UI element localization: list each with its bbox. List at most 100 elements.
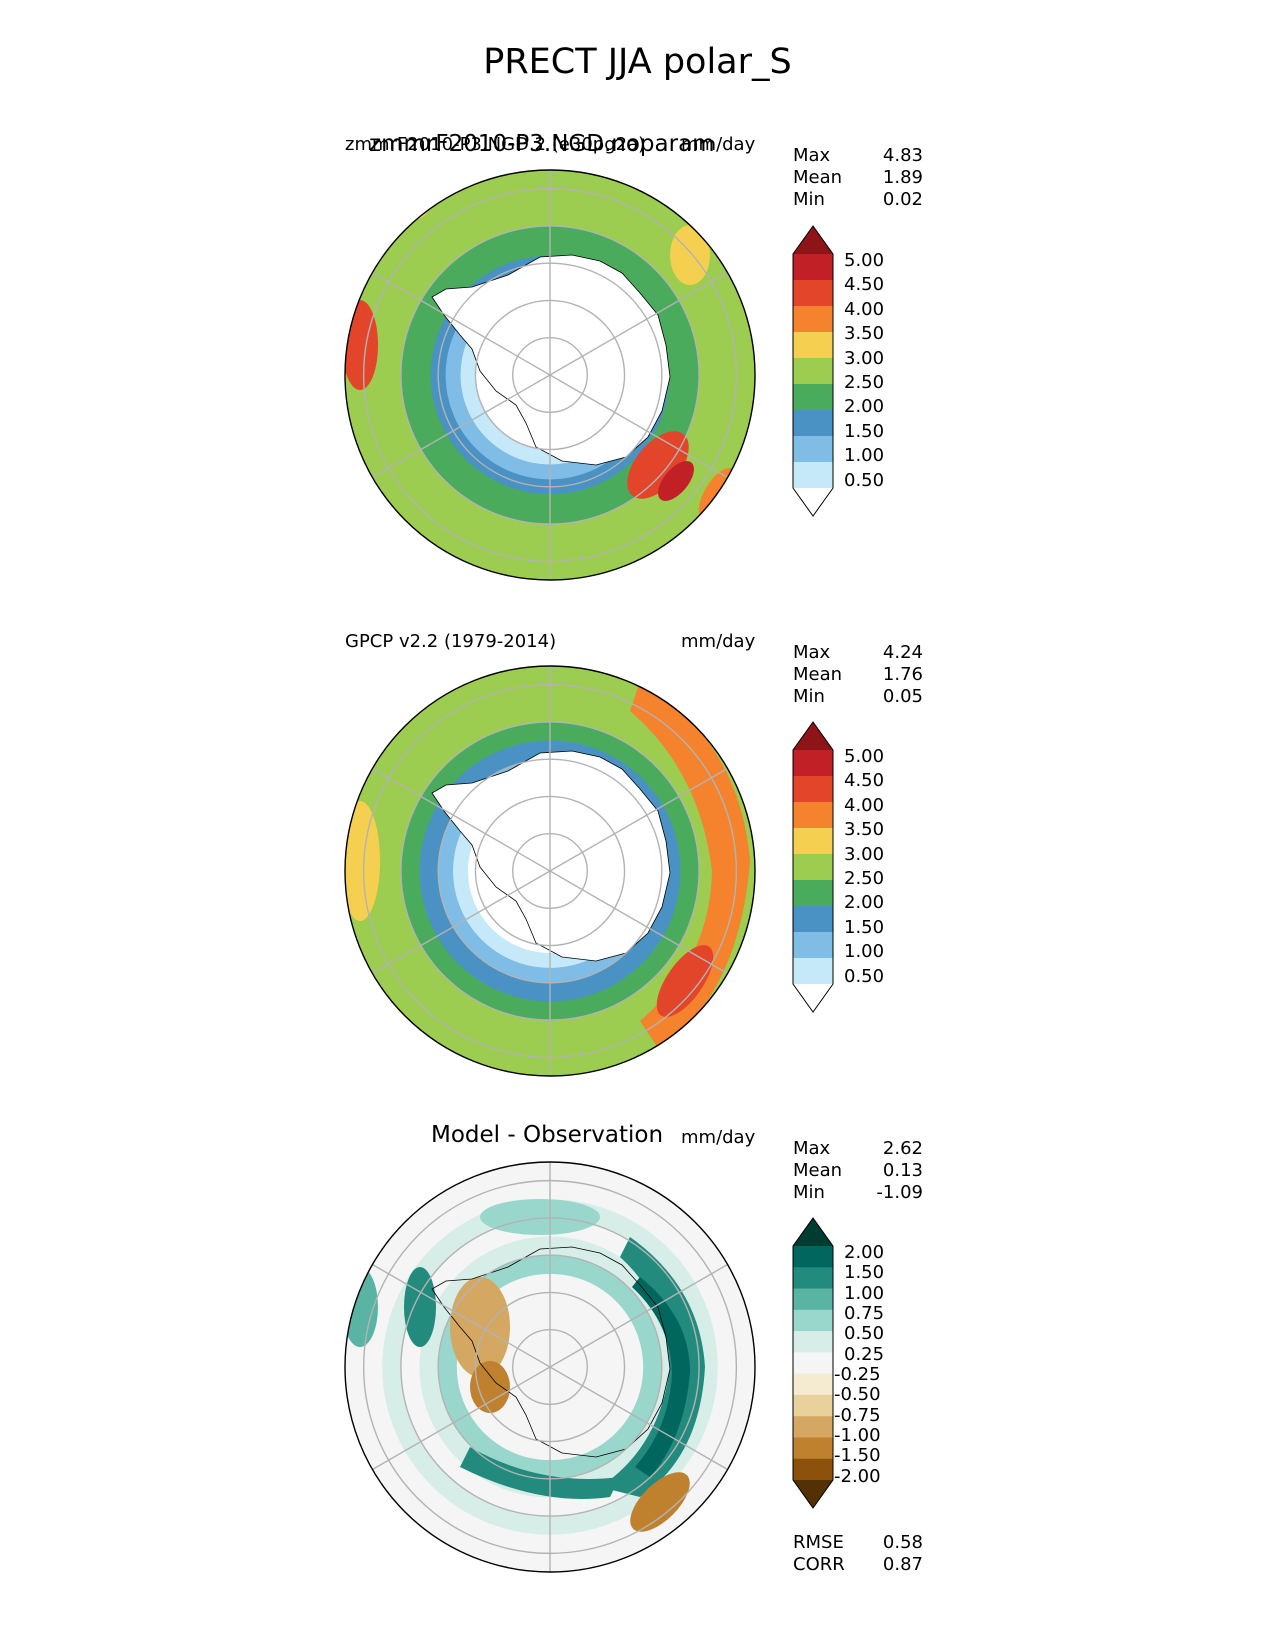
colorbar-segment [793, 1309, 833, 1332]
panel-reference-gridlines [362, 666, 738, 1076]
stat-row: Min 0.02 [793, 189, 923, 211]
meridian-gridline [549, 1263, 728, 1368]
colorbar-tick-label: 0.75 [844, 1303, 885, 1324]
colorbar-segment [793, 306, 833, 333]
colorbar-outline [792, 1217, 834, 1509]
anomaly-patch [656, 945, 714, 1017]
meridian-gridline [549, 870, 728, 975]
colorbar-tick-label: 0.50 [844, 469, 885, 491]
panel-reference-units: mm/day [681, 631, 756, 652]
colorbar-segment [793, 828, 833, 855]
stat-value: 0.02 [882, 189, 923, 210]
stat-value: 0.87 [882, 1554, 923, 1575]
meridian-gridline [372, 767, 551, 872]
meridian-gridline [372, 1366, 551, 1471]
colorbar-tick-label: 1.00 [844, 445, 885, 467]
stat-value: 4.83 [882, 145, 923, 166]
colorbar-tick-label: 1.00 [844, 1282, 885, 1304]
anomaly-patch [404, 1267, 436, 1347]
anomaly-patch [370, 187, 430, 223]
anomaly-patch [470, 1361, 510, 1413]
stat-value: 0.58 [882, 1532, 923, 1553]
panel-test-stats: Max 4.83 Mean 1.89 Min 0.02 [793, 145, 923, 211]
colorbar-tick-label: 0.50 [844, 1323, 885, 1345]
stat-label: RMSE [793, 1532, 844, 1553]
anomaly-patch [658, 461, 694, 501]
colorbar-tick-label: 1.50 [844, 420, 885, 442]
stat-value: -1.09 [876, 1182, 923, 1203]
colorbar-tick-label: 2.50 [844, 372, 885, 393]
colorbar-tick-label: 2.00 [844, 892, 885, 914]
stat-label: CORR [793, 1554, 845, 1575]
stat-row: Min -1.09 [793, 1182, 923, 1204]
colorbar-tick-label: 4.00 [844, 794, 885, 816]
colorbar-tick-label: 2.50 [844, 868, 885, 889]
colorbar-segment [793, 1288, 833, 1311]
colorbar-segment [793, 932, 833, 959]
stat-value: 0.05 [882, 686, 923, 707]
meridian-gridline [372, 870, 551, 975]
panel-test-center-title: zmmrF2010-P3.NGD.noparam [369, 131, 715, 157]
colorbar-segment [793, 462, 833, 489]
anomaly-patch [460, 1447, 620, 1499]
panel-diff-bottom-stats: RMSE 0.58 CORR 0.87 [793, 1532, 923, 1576]
stat-value: 0.13 [882, 1160, 923, 1181]
stat-label: Min [793, 686, 825, 707]
colorbar-tick-label: 2.00 [844, 1242, 885, 1263]
antarctica-coastline [431, 254, 671, 466]
colorbar-segment [793, 1416, 833, 1438]
colorbar-extend-max [793, 1218, 833, 1246]
stat-label: Mean [793, 167, 843, 188]
meridian-gridline [549, 767, 728, 872]
colorbar-tick-label: 0.50 [844, 965, 885, 987]
stat-label: Min [793, 189, 825, 210]
colorbar-segment [793, 1352, 833, 1375]
anomaly-patch [480, 1199, 600, 1235]
antarctica-coastline [431, 750, 671, 962]
meridian-gridline [549, 271, 728, 376]
colorbar-tick-label: 4.00 [844, 298, 885, 320]
meridian-gridline [549, 1366, 728, 1471]
stat-label: Mean [793, 1160, 843, 1181]
figure-title: PRECT JJA polar_S [483, 42, 792, 82]
colorbar-tick-label: 3.50 [844, 323, 885, 345]
colorbar-tick-label: 2.00 [844, 396, 885, 418]
colorbar-segment [793, 1458, 833, 1481]
colorbar-tick-label: 0.25 [844, 1343, 885, 1365]
colorbar-segment [793, 1373, 833, 1396]
stat-row: Min 0.05 [793, 686, 923, 708]
colorbar-segment [793, 254, 833, 281]
stat-row: Mean 1.76 [793, 664, 923, 686]
colorbar-extend-max [793, 722, 833, 750]
stat-row: RMSE 0.58 [793, 1532, 923, 1554]
meridian-gridline [372, 1263, 551, 1368]
panel-reference-map [344, 665, 756, 1077]
colorbar-tick-label: 5.00 [844, 746, 885, 767]
colorbar-extend-min [793, 1480, 833, 1508]
colorbar-tick-label: -1.00 [834, 1425, 881, 1446]
colorbar-segment [793, 880, 833, 907]
colorbar-tick-label: -0.25 [834, 1364, 881, 1385]
stat-row: Max 2.62 [793, 1138, 923, 1160]
antarctica-coastline [431, 1246, 671, 1458]
anomaly-patch [632, 1277, 690, 1477]
map-boundary [344, 1161, 756, 1573]
colorbar-extend-max [793, 226, 833, 254]
colorbar-extend-min [793, 488, 833, 516]
colorbar-segment [793, 410, 833, 437]
colorbar-tick-label: 4.50 [844, 770, 885, 792]
colorbar-segment [793, 436, 833, 463]
anomaly-patch [670, 225, 710, 285]
panel-test-map [344, 169, 756, 581]
colorbar-extend-min [793, 984, 833, 1012]
colorbar-tick-label: -1.50 [834, 1445, 881, 1467]
colorbar-tick-label: 1.00 [844, 941, 885, 963]
stat-label: Min [793, 1182, 825, 1203]
meridian-gridline [372, 271, 551, 376]
colorbar-segment [793, 332, 833, 359]
colorbar-segment [793, 776, 833, 803]
colorbar-tick-label: 1.50 [844, 1262, 885, 1284]
colorbar-segment [793, 358, 833, 385]
colorbar-tick-label: -2.00 [834, 1465, 881, 1487]
colorbar-tick-label: -0.75 [834, 1404, 881, 1426]
